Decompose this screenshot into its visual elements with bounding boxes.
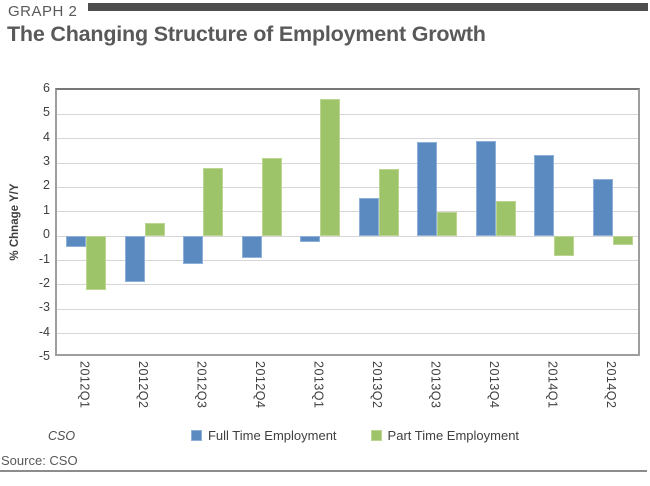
bar-full-time-employment-2012Q3 [183,236,204,265]
bar-part-time-employment-2012Q3 [203,167,224,237]
chart-attribution: CSO [48,429,76,443]
legend-row: CSO Full Time Employment Part Time Employ… [0,428,650,446]
legend-label: Full Time Employment [207,428,337,443]
y-tick-label: 6 [43,81,50,95]
y-tick-label: -2 [38,275,50,290]
bar-part-time-employment-2014Q1 [554,236,575,256]
footer-rule [0,470,647,472]
y-tick-label: -5 [38,349,50,363]
bar-full-time-employment-2013Q3 [417,142,438,237]
gridline [57,260,638,262]
gridline [57,211,638,213]
y-axis-label: % Chnage Y/Y [9,183,21,261]
x-axis-labels: 2012Q1 2012Q2 2012Q3 2012Q4 2013Q1 2013Q2 2013… [55,361,640,423]
bar-full-time-employment-2013Q2 [358,198,379,237]
gridline [57,284,638,286]
bar-part-time-employment-2013Q1 [320,98,341,237]
y-tick-label: -1 [38,251,50,266]
x-tick-label: 2012Q1 [77,361,92,409]
bar-part-time-employment-2012Q4 [261,158,282,237]
legend-item-full-time-employment: Full Time Employment [190,428,337,443]
x-tick-label: 2014Q1 [545,361,560,409]
x-tick-label: 2013Q4 [486,361,501,409]
bar-part-time-employment-2014Q2 [612,236,633,245]
bar-full-time-employment-2012Q1 [66,236,87,248]
gridline [57,186,638,188]
y-tick-label: 1 [43,202,50,217]
bar-part-time-employment-2012Q2 [144,222,165,237]
gridline [57,138,638,140]
bar-full-time-employment-2014Q2 [592,178,613,237]
bar-full-time-employment-2012Q4 [241,236,262,259]
gridline [57,113,638,115]
x-tick-label: 2012Q4 [252,361,267,409]
legend-swatch-icon [190,430,202,441]
y-tick-label: 5 [43,105,50,120]
bar-part-time-employment-2012Q1 [86,236,107,290]
legend-item-part-time-employment: Part Time Employment [370,428,520,443]
y-tick-label: 0 [43,227,50,242]
x-tick-label: 2013Q1 [311,361,326,409]
x-tick-label: 2014Q2 [603,361,618,409]
gridline [57,333,638,335]
bar-full-time-employment-2013Q4 [475,141,496,237]
bar-full-time-employment-2014Q1 [534,154,555,237]
bar-part-time-employment-2013Q4 [495,200,516,237]
plot-area [55,88,640,356]
y-axis-ticks: -5 -4 -3 -2 -1 0 1 2 3 4 5 6 [22,82,50,362]
legend-swatch-icon [370,430,382,441]
bar-full-time-employment-2012Q2 [124,236,145,283]
y-tick-label: -4 [38,324,50,339]
y-tick-label: 2 [43,178,50,193]
page-title: The Changing Structure of Employment Gro… [7,22,486,46]
bar-full-time-employment-2013Q1 [300,236,321,243]
gridline [57,162,638,164]
legend: Full Time Employment Part Time Employment [120,428,590,443]
legend-label: Part Time Employment [387,428,520,443]
x-tick-label: 2013Q2 [369,361,384,409]
x-tick-label: 2012Q3 [194,361,209,409]
gridline [57,308,638,310]
x-tick-label: 2012Q2 [135,361,150,409]
y-tick-label: 3 [43,154,50,169]
y-tick-label: -3 [38,300,50,315]
gridline [57,235,638,237]
source-note: Source: CSO [1,453,78,468]
x-tick-label: 2013Q3 [428,361,443,409]
y-tick-label: 4 [43,129,50,144]
header-rule-bar [88,3,648,11]
bar-part-time-employment-2013Q3 [437,211,458,237]
graph-kicker: GRAPH 2 [8,3,78,20]
bar-part-time-employment-2013Q2 [378,169,399,237]
